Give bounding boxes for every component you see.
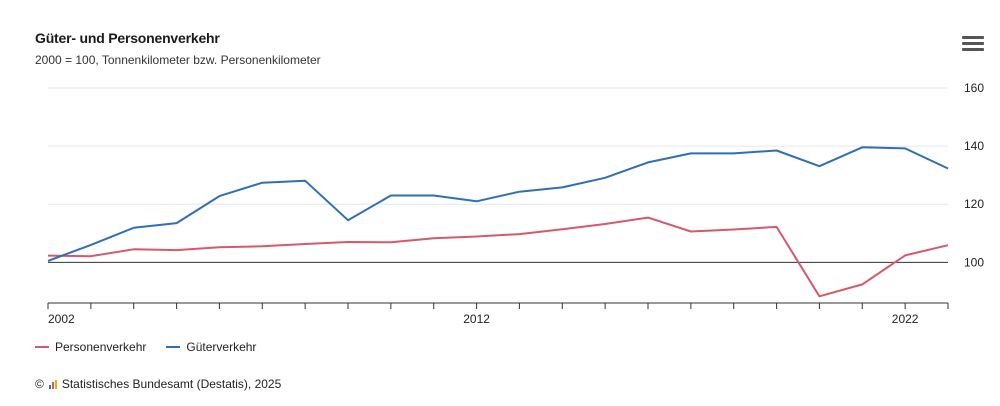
credits: © Statistisches Bundesamt (Destatis), 20… xyxy=(35,377,281,391)
destatis-logo-icon xyxy=(48,379,57,389)
y-axis-labels: 100 120 140 160 xyxy=(964,81,984,269)
y-tick-label: 160 xyxy=(964,81,984,95)
y-tick-label: 100 xyxy=(964,255,984,269)
credits-text: Statistisches Bundesamt (Destatis), 2025 xyxy=(61,377,282,391)
legend-item-gueterverkehr[interactable]: Güterverkehr xyxy=(166,340,256,354)
series-lines xyxy=(47,146,949,298)
hamburger-menu-icon[interactable] xyxy=(962,36,984,54)
chart-legend: Personenverkehr Güterverkehr xyxy=(35,340,256,354)
menu-bar xyxy=(962,36,984,39)
legend-item-personenverkehr[interactable]: Personenverkehr xyxy=(35,340,146,354)
chart-title: Güter- und Personenverkehr xyxy=(35,30,220,46)
personenverkehr-line xyxy=(47,216,949,298)
legend-label: Güterverkehr xyxy=(186,340,257,354)
y-tick-label: 120 xyxy=(964,197,984,211)
x-axis xyxy=(47,302,949,309)
menu-bar xyxy=(962,48,984,51)
y-tick-label: 140 xyxy=(964,139,984,153)
chart-subtitle: 2000 = 100, Tonnenkilometer bzw. Persone… xyxy=(35,53,321,67)
legend-swatch xyxy=(35,346,49,348)
legend-label: Personenverkehr xyxy=(55,340,147,354)
menu-bar xyxy=(962,42,984,45)
x-tick-label: 2002 xyxy=(48,312,75,326)
copyright-symbol: © xyxy=(35,377,44,391)
x-tick-label: 2012 xyxy=(463,312,490,326)
x-tick-label: 2022 xyxy=(892,312,919,326)
legend-swatch xyxy=(166,346,181,348)
gueterverkehr-line xyxy=(47,146,949,262)
x-axis-labels: 2002 2012 2022 xyxy=(48,312,919,326)
